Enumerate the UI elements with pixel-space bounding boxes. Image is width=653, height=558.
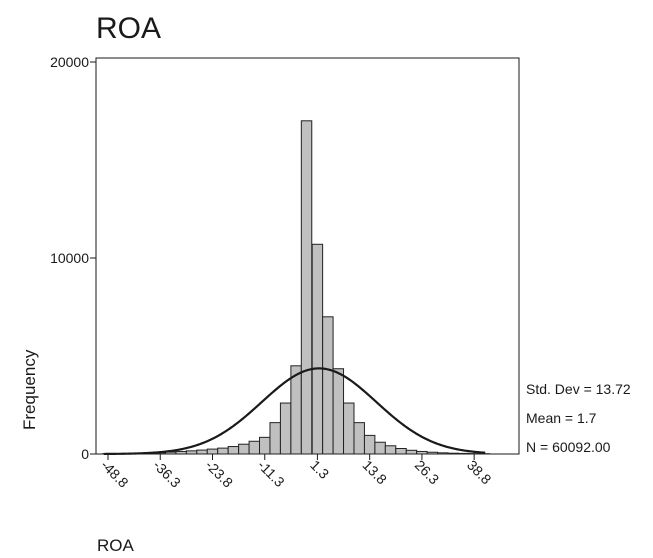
histogram-bar: [185, 450, 198, 455]
histogram-bar: [457, 452, 470, 455]
histogram-bar: [437, 452, 449, 455]
y-axis: 0 10000 20000: [50, 54, 96, 462]
histogram-bar: [238, 443, 250, 455]
y-tick-label: 20000: [50, 54, 89, 70]
histogram-bar: [353, 422, 365, 455]
y-axis-label: Frequency: [20, 349, 39, 430]
x-tick-label: 13.8: [360, 457, 391, 488]
x-axis: -48.8 -36.3 -23.8 -11.3 1.3 13.8 26.3 38.8: [98, 454, 495, 491]
x-axis-label: ROA: [97, 536, 134, 555]
histogram-bar: [217, 447, 229, 455]
x-tick-label: 38.8: [464, 457, 495, 488]
bars-group: [102, 120, 491, 455]
histogram-bar: [227, 446, 240, 455]
x-tick-label: -36.3: [150, 457, 184, 491]
histogram-bar: [322, 316, 334, 455]
histogram-bar: [332, 368, 345, 455]
histogram-bar: [384, 445, 397, 455]
x-tick-label: 26.3: [412, 457, 443, 488]
histogram-bar: [374, 441, 386, 455]
stat-std-dev: Std. Dev = 13.72: [526, 381, 631, 397]
x-tick-label: -11.3: [255, 457, 288, 490]
stat-n: N = 60092.00: [526, 439, 611, 455]
stat-mean: Mean = 1.7: [526, 410, 597, 426]
histogram-bar: [447, 452, 459, 455]
histogram-bar: [248, 440, 261, 455]
histogram-bar: [259, 436, 271, 455]
histogram-bar: [395, 448, 407, 455]
chart-title: ROA: [96, 12, 162, 45]
histogram-bar: [300, 120, 313, 455]
stats-box: Std. Dev = 13.72 Mean = 1.7 N = 60092.00: [526, 375, 631, 462]
histogram-bar: [343, 402, 355, 455]
histogram-bar: [416, 450, 428, 455]
histogram-bar: [426, 451, 439, 455]
y-tick-label: 0: [81, 446, 89, 462]
y-tick-label: 10000: [50, 250, 89, 266]
histogram-bar: [269, 422, 281, 455]
histogram-bar: [206, 448, 219, 455]
histogram-bar: [311, 243, 324, 455]
histogram-bar: [363, 434, 376, 455]
x-tick-label: -23.8: [202, 457, 236, 491]
histogram-bar: [196, 449, 208, 455]
normal-curve: [103, 367, 486, 456]
histogram-bar: [290, 365, 302, 455]
x-tick-label: 1.3: [307, 457, 332, 482]
histogram-bar: [175, 450, 187, 455]
histogram-bar: [405, 449, 418, 455]
x-tick-label: -48.8: [98, 457, 132, 491]
histogram-bar: [279, 402, 292, 455]
